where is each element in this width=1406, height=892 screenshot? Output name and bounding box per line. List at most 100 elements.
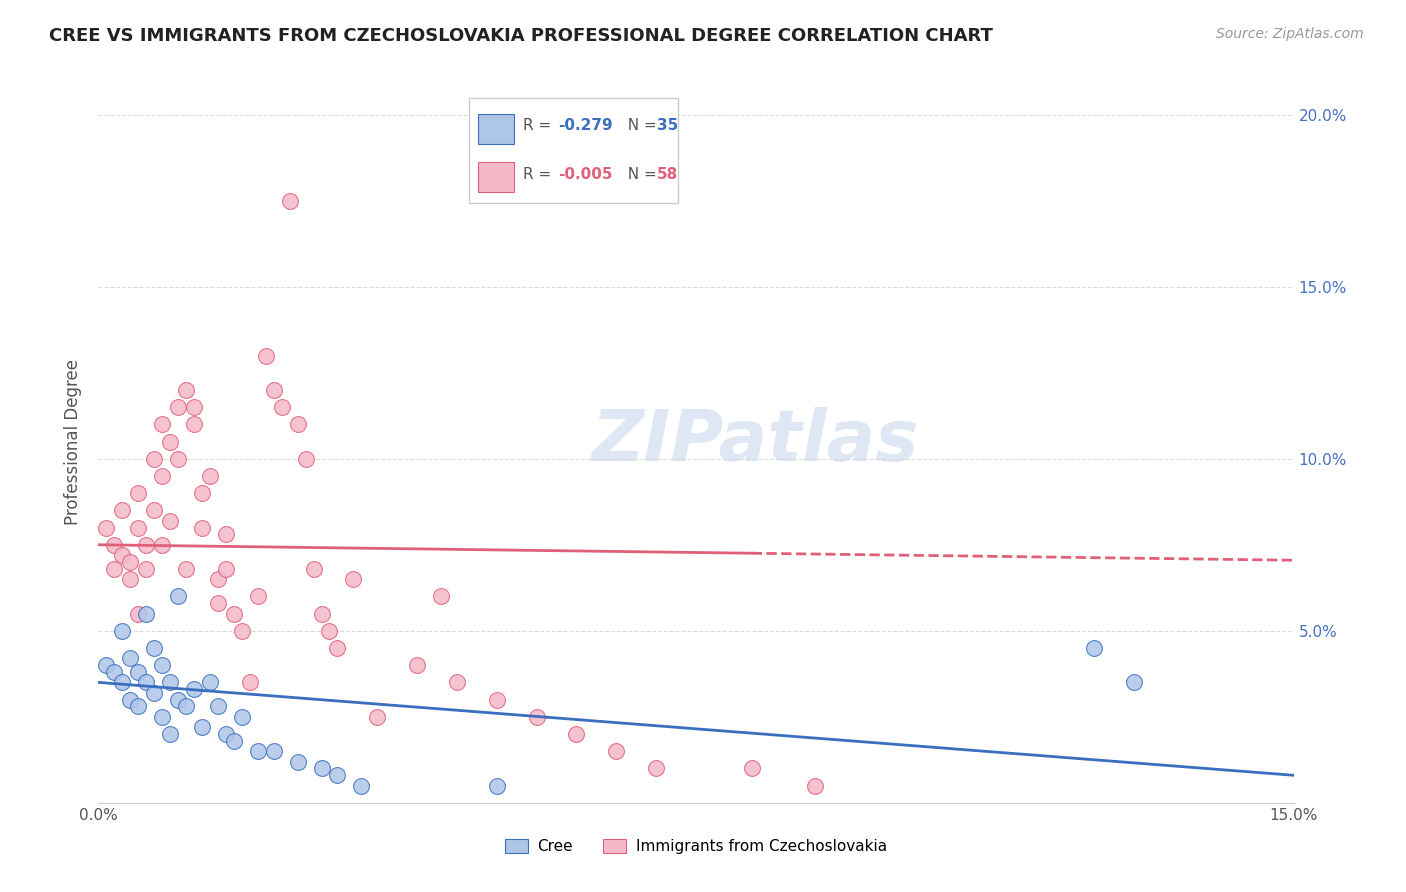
Point	[278, 194, 301, 208]
Point	[239, 675, 262, 690]
Point	[120, 692, 142, 706]
Point	[326, 768, 349, 782]
Point	[191, 720, 214, 734]
Point	[135, 562, 157, 576]
Point	[485, 692, 508, 706]
Text: -0.005: -0.005	[558, 167, 613, 182]
Point	[120, 555, 142, 569]
Point	[231, 710, 253, 724]
Point	[150, 469, 173, 483]
Point	[406, 658, 429, 673]
Text: Source: ZipAtlas.com: Source: ZipAtlas.com	[1216, 27, 1364, 41]
Point	[605, 744, 627, 758]
Point	[159, 434, 181, 449]
Point	[222, 734, 245, 748]
Point	[143, 640, 166, 655]
Point	[127, 607, 149, 621]
Point	[127, 665, 149, 679]
Text: -0.279: -0.279	[558, 119, 613, 133]
Point	[263, 383, 285, 397]
Point	[485, 779, 508, 793]
Text: CREE VS IMMIGRANTS FROM CZECHOSLOVAKIA PROFESSIONAL DEGREE CORRELATION CHART: CREE VS IMMIGRANTS FROM CZECHOSLOVAKIA P…	[49, 27, 993, 45]
Point	[150, 417, 173, 432]
Point	[294, 451, 316, 466]
Point	[167, 692, 190, 706]
Point	[159, 727, 181, 741]
Point	[143, 686, 166, 700]
Point	[215, 727, 238, 741]
Point	[167, 400, 190, 414]
Point	[270, 400, 292, 414]
Text: 35: 35	[657, 119, 678, 133]
Point	[526, 710, 548, 724]
Point	[222, 607, 245, 621]
Point	[215, 562, 238, 576]
Point	[111, 548, 134, 562]
Point	[120, 572, 142, 586]
Point	[254, 349, 277, 363]
FancyBboxPatch shape	[478, 162, 515, 193]
Text: N =: N =	[619, 119, 662, 133]
Point	[96, 658, 118, 673]
Point	[366, 710, 388, 724]
FancyBboxPatch shape	[470, 98, 678, 203]
Point	[159, 675, 181, 690]
Point	[159, 514, 181, 528]
Point	[446, 675, 468, 690]
Text: N =: N =	[619, 167, 662, 182]
Point	[174, 562, 197, 576]
Point	[207, 572, 229, 586]
Point	[96, 520, 118, 534]
Point	[430, 590, 453, 604]
Point	[111, 503, 134, 517]
Point	[103, 562, 125, 576]
Point	[150, 710, 173, 724]
Point	[287, 755, 309, 769]
Point	[183, 682, 205, 697]
Point	[246, 590, 269, 604]
Point	[342, 572, 364, 586]
Point	[120, 651, 142, 665]
Point	[311, 607, 333, 621]
Point	[207, 699, 229, 714]
Point	[198, 675, 221, 690]
Point	[150, 538, 173, 552]
Point	[143, 451, 166, 466]
Point	[111, 624, 134, 638]
Point	[150, 658, 173, 673]
Point	[741, 761, 763, 775]
Text: 58: 58	[657, 167, 678, 182]
Text: ZIPatlas: ZIPatlas	[592, 407, 920, 476]
Point	[1123, 675, 1146, 690]
Point	[174, 699, 197, 714]
Point	[103, 538, 125, 552]
Point	[191, 486, 214, 500]
Text: R =: R =	[523, 119, 555, 133]
FancyBboxPatch shape	[478, 113, 515, 144]
Point	[1083, 640, 1105, 655]
Point	[127, 520, 149, 534]
Y-axis label: Professional Degree: Professional Degree	[65, 359, 83, 524]
Point	[565, 727, 588, 741]
Point	[311, 761, 333, 775]
Point	[246, 744, 269, 758]
Point	[135, 675, 157, 690]
Point	[804, 779, 827, 793]
Legend: Cree, Immigrants from Czechoslovakia: Cree, Immigrants from Czechoslovakia	[499, 833, 893, 860]
Point	[103, 665, 125, 679]
Point	[183, 417, 205, 432]
Point	[183, 400, 205, 414]
Point	[215, 527, 238, 541]
Point	[326, 640, 349, 655]
Point	[287, 417, 309, 432]
Point	[127, 699, 149, 714]
Text: R =: R =	[523, 167, 555, 182]
Point	[198, 469, 221, 483]
Point	[127, 486, 149, 500]
Point	[167, 451, 190, 466]
Point	[231, 624, 253, 638]
Point	[143, 503, 166, 517]
Point	[318, 624, 340, 638]
Point	[135, 607, 157, 621]
Point	[263, 744, 285, 758]
